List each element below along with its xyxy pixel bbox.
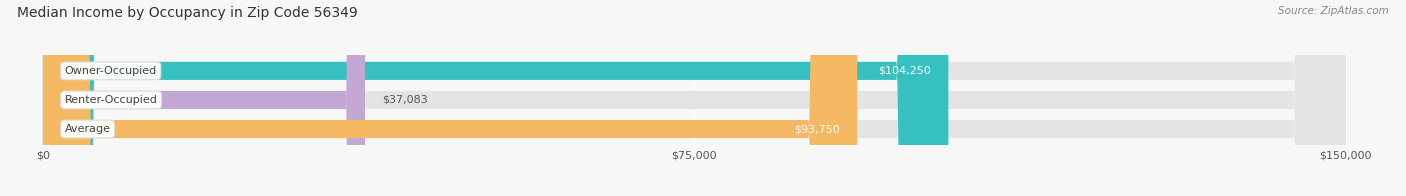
Text: Median Income by Occupancy in Zip Code 56349: Median Income by Occupancy in Zip Code 5… bbox=[17, 6, 357, 20]
Text: $93,750: $93,750 bbox=[794, 124, 839, 134]
FancyBboxPatch shape bbox=[44, 0, 949, 196]
FancyBboxPatch shape bbox=[44, 0, 1346, 196]
Text: Owner-Occupied: Owner-Occupied bbox=[65, 66, 157, 76]
FancyBboxPatch shape bbox=[44, 0, 1346, 196]
Text: $37,083: $37,083 bbox=[382, 95, 427, 105]
Text: Average: Average bbox=[65, 124, 111, 134]
FancyBboxPatch shape bbox=[44, 0, 1346, 196]
FancyBboxPatch shape bbox=[44, 0, 366, 196]
Text: Source: ZipAtlas.com: Source: ZipAtlas.com bbox=[1278, 6, 1389, 16]
Text: Renter-Occupied: Renter-Occupied bbox=[65, 95, 157, 105]
FancyBboxPatch shape bbox=[44, 0, 858, 196]
Text: $104,250: $104,250 bbox=[879, 66, 931, 76]
